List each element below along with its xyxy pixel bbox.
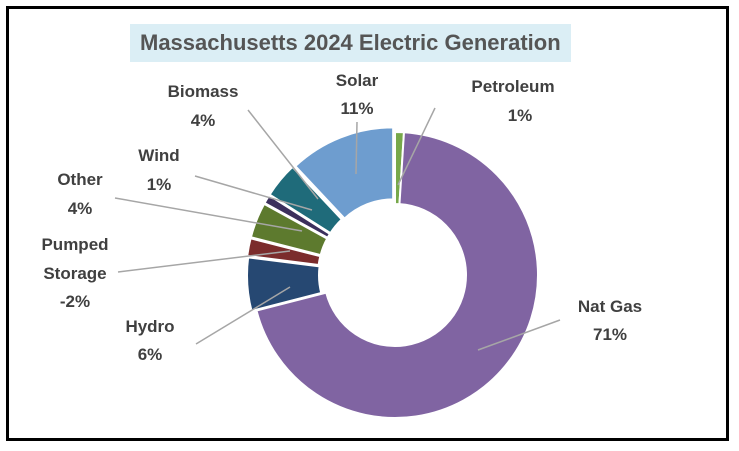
slice-solar (293, 126, 395, 221)
leader-line-biomass (247, 109, 319, 200)
label-value-solar: 11% (340, 99, 373, 118)
label-name-pumped-storage: Pumped (41, 235, 108, 254)
leader-line-hydro (195, 286, 291, 345)
slice-biomass (268, 165, 344, 235)
label-name-other: Other (57, 170, 103, 189)
slice-nat-gas (255, 131, 539, 419)
label-value-wind: 1% (147, 175, 172, 194)
leader-line-wind (194, 175, 313, 211)
label-value-biomass: 4% (191, 111, 216, 130)
label-name-biomass: Biomass (168, 82, 239, 101)
slice-hydro (246, 256, 323, 313)
label-value-other: 4% (68, 199, 93, 218)
label-name-nat-gas: Nat Gas (578, 297, 642, 316)
label-value-nat-gas: 71% (593, 325, 627, 344)
label-name-wind: Wind (138, 146, 179, 165)
leader-line-petroleum (397, 107, 436, 186)
label-name-solar: Solar (336, 71, 379, 90)
leader-line-solar (355, 121, 358, 175)
label-name-pumped-storage: Storage (43, 264, 106, 283)
leader-line-nat-gas (477, 319, 561, 351)
label-value-hydro: 6% (138, 345, 163, 364)
label-name-hydro: Hydro (125, 317, 174, 336)
leader-line-other (114, 197, 303, 232)
label-value-pumped-storage: -2% (60, 292, 90, 311)
label-value-petroleum: 1% (508, 106, 533, 125)
chart-title: Massachusetts 2024 Electric Generation (130, 24, 571, 62)
label-name-petroleum: Petroleum (471, 77, 554, 96)
leader-line-pumped-storage (117, 250, 291, 273)
